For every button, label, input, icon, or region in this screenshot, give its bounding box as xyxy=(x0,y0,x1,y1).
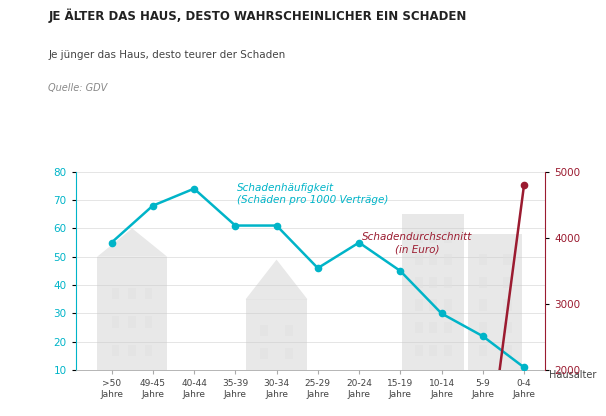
Text: Schadendurchschnitt
(in Euro): Schadendurchschnitt (in Euro) xyxy=(362,232,472,255)
Bar xyxy=(429,231,438,243)
Bar xyxy=(112,288,119,300)
Bar xyxy=(479,277,487,288)
Bar xyxy=(444,254,452,265)
Bar xyxy=(402,214,464,370)
Bar xyxy=(285,347,293,359)
Bar xyxy=(145,316,152,328)
Bar xyxy=(245,300,307,370)
Bar xyxy=(415,277,423,288)
Bar xyxy=(444,277,452,288)
Bar xyxy=(261,325,268,336)
Bar xyxy=(415,345,423,356)
Polygon shape xyxy=(245,260,307,300)
Bar xyxy=(479,300,487,311)
Bar xyxy=(128,316,136,328)
Bar xyxy=(128,288,136,300)
Bar xyxy=(504,254,511,265)
Bar xyxy=(415,254,423,265)
Bar xyxy=(429,254,438,265)
Bar xyxy=(479,254,487,265)
Text: Hausalter: Hausalter xyxy=(549,370,596,380)
Bar xyxy=(504,322,511,333)
Bar xyxy=(444,345,452,356)
Bar xyxy=(97,257,167,370)
Text: JE ÄLTER DAS HAUS, DESTO WAHRSCHEINLICHER EIN SCHADEN: JE ÄLTER DAS HAUS, DESTO WAHRSCHEINLICHE… xyxy=(48,8,467,23)
Text: Quelle: GDV: Quelle: GDV xyxy=(48,83,108,93)
Bar xyxy=(444,322,452,333)
Bar xyxy=(444,231,452,243)
Bar xyxy=(504,277,511,288)
Bar xyxy=(285,325,293,336)
Bar xyxy=(145,288,152,300)
Text: Schadenhäufigkeit
(Schäden pro 1000 Verträge): Schadenhäufigkeit (Schäden pro 1000 Vert… xyxy=(238,183,388,206)
Bar xyxy=(429,322,438,333)
Bar xyxy=(415,231,423,243)
Bar xyxy=(112,345,119,356)
Bar xyxy=(429,300,438,311)
Bar xyxy=(504,300,511,311)
Bar xyxy=(415,322,423,333)
Bar xyxy=(145,345,152,356)
Bar xyxy=(479,322,487,333)
Bar xyxy=(468,234,522,370)
Text: Je jünger das Haus, desto teurer der Schaden: Je jünger das Haus, desto teurer der Sch… xyxy=(48,50,286,60)
Bar xyxy=(261,347,268,359)
Bar xyxy=(504,345,511,356)
Bar xyxy=(112,316,119,328)
Bar xyxy=(415,300,423,311)
Polygon shape xyxy=(97,228,167,257)
Bar xyxy=(429,277,438,288)
Bar xyxy=(444,300,452,311)
Bar xyxy=(429,345,438,356)
Bar xyxy=(479,345,487,356)
Bar xyxy=(128,345,136,356)
